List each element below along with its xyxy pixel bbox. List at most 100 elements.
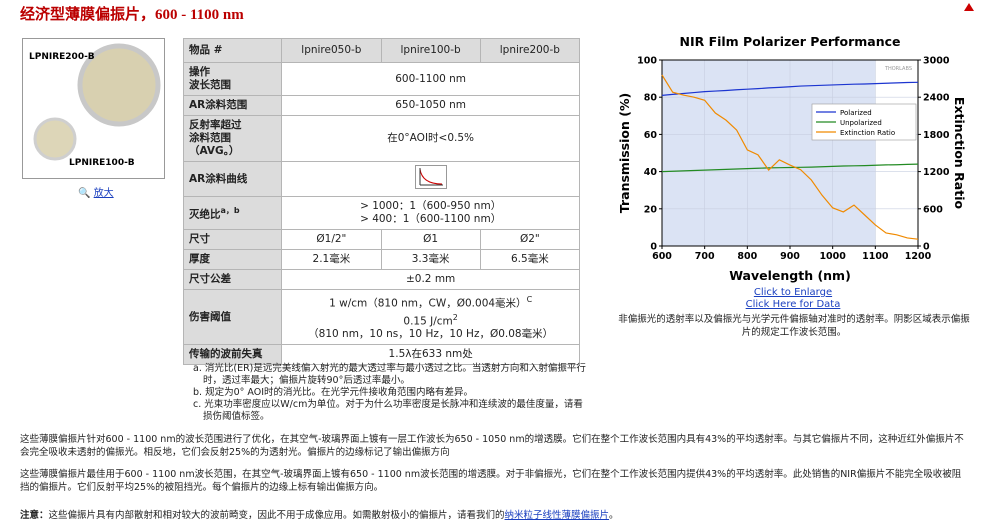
series-line <box>661 74 919 240</box>
cell-text: Ø1 <box>423 233 439 245</box>
table-cell: ±0.2 mm <box>281 269 580 290</box>
cell-text: > 1000：1（600-950 nm） <box>360 200 502 212</box>
y2-tick-label: 3000 <box>923 56 950 67</box>
plot-frame <box>661 59 919 247</box>
coating-curve-icon[interactable] <box>414 165 447 189</box>
paragraph: 这些薄膜偏振片针对600 - 1100 nm的波长范围进行了优化，在其空气-玻璃… <box>20 434 964 458</box>
cell-line: （810 nm，10 ns，10 Hz，10 Hz，Ø0.08毫米） <box>287 328 574 341</box>
image-label: LPNIRE200-B <box>29 52 95 62</box>
chart-caption: 非偏振光的透射率以及偏振光与光学元件偏振轴对准时的透射率。阴影区域表示偏振片的规… <box>618 314 970 338</box>
y-tick-label: 60 <box>644 130 658 141</box>
cell-line: 3.3毫米 <box>387 253 475 266</box>
y2-tick-label: 1200 <box>923 167 950 178</box>
zoom-text[interactable]: 放大 <box>93 188 114 199</box>
legend-label: Polarized <box>840 109 872 117</box>
row-label: 尺寸公差 <box>182 269 283 290</box>
cell-line: 6.5毫米 <box>486 253 574 266</box>
y-tick-label: 100 <box>637 56 657 67</box>
cell-line: 在0°AOI时<0.5% <box>287 132 574 145</box>
label-sup: a，b <box>220 206 240 216</box>
cell-line: 2.1毫米 <box>287 253 375 266</box>
label-line: （AVG。） <box>189 145 240 157</box>
table-cell: 2.1毫米 <box>281 249 382 270</box>
footnote: a. 消光比(ER)是远完美线偏入射光的最大透过率与最小透过之比。当透射方向和入… <box>193 363 586 386</box>
x-tick-label: 1200 <box>905 251 932 262</box>
label-line: 操作 <box>189 66 210 78</box>
cell-text: 6.5毫米 <box>511 253 549 265</box>
cell-line: ±0.2 mm <box>287 273 574 286</box>
chart-title: NIR Film Polarizer Performance <box>679 34 900 49</box>
row-label: 尺寸 <box>182 229 283 250</box>
note-link[interactable]: 纳米粒子线性薄膜偏振片 <box>504 510 610 521</box>
y2-tick-label: 1800 <box>923 130 950 141</box>
table-row: 灭绝比a，b > 1000：1（600-950 nm） > 400：1（600-11… <box>182 196 580 230</box>
cell-line: 1 w/cm（810 nm，CW，Ø0.004毫米）C <box>287 293 574 311</box>
column-header: lpnire200-b <box>479 38 581 63</box>
note-label: 注意： <box>20 510 49 521</box>
cell-line: Ø1 <box>387 233 475 246</box>
table-cell: 6.5毫米 <box>479 249 581 270</box>
table-header: 物品 # lpnire050-b lpnire100-b lpnire200-b <box>182 38 581 63</box>
column-header: lpnire050-b <box>281 38 382 63</box>
footnotes: a. 消光比(ER)是远完美线偏入射光的最大透过率与最小透过之比。当透射方向和入… <box>193 363 588 423</box>
cell-text: ±0.2 mm <box>405 273 456 285</box>
label-line: 灭绝比 <box>189 208 221 221</box>
label-line: 涂料范围 <box>189 132 231 144</box>
zoom-link[interactable]: 🔍 放大 <box>78 188 114 199</box>
enlarge-link[interactable]: Click to Enlarge <box>753 287 833 298</box>
product-image[interactable]: LPNIRE200-B LPNIRE100-B <box>22 38 165 179</box>
table-row: 传输的波前失真 1.5λ在633 nm处 <box>182 344 580 365</box>
y-tick-label: 40 <box>644 167 658 178</box>
x-axis-label: Wavelength (nm) <box>729 268 851 283</box>
x-tick-label: 1100 <box>862 251 889 262</box>
page-title: 经济型薄膜偏振片，600 - 1100 nm <box>20 7 244 23</box>
note-text: 这些偏振片具有内部散射和相对较大的波前畸变，因此不用于成像应用。如需散射极小的偏… <box>48 510 505 521</box>
legend-label: Unpolarized <box>840 119 882 127</box>
cell-text: 650-1050 nm <box>395 99 467 111</box>
x-tick-label: 800 <box>737 251 757 262</box>
row-label: AR涂料曲线 <box>182 161 283 197</box>
table-cell: 3.3毫米 <box>380 249 481 270</box>
cell-text: 1.5λ在633 nm处 <box>388 348 473 360</box>
row-label: 反射率超过 涂料范围 （AVG。） <box>182 115 283 162</box>
table-cell: 650-1050 nm <box>281 95 580 116</box>
image-label: LPNIRE100-B <box>69 158 135 168</box>
y2-tick-label: 2400 <box>923 93 950 104</box>
table-cell: 1.5λ在633 nm处 <box>281 344 580 365</box>
table-cell: 在0°AOI时<0.5% <box>281 115 580 162</box>
label-line: AR涂料范围 <box>189 99 248 111</box>
note-end: 。 <box>609 510 619 521</box>
table-row: AR涂料曲线 <box>182 161 580 197</box>
series-line <box>661 81 919 96</box>
spec-table: 物品 # lpnire050-b lpnire100-b lpnire200-b 操作… <box>182 38 581 365</box>
row-label: AR涂料范围 <box>182 95 283 116</box>
series-line <box>661 163 919 173</box>
table-cell <box>281 161 580 197</box>
row-label: 灭绝比a，b <box>182 196 283 230</box>
chart[interactable]: NIR Film Polarizer Performance THORLABS 60… <box>600 30 980 286</box>
cell-text: 0.15 J/cm <box>403 315 453 327</box>
watermark: THORLABS <box>884 66 912 72</box>
label-line: 传输的波前失真 <box>189 348 263 360</box>
x-tick-label: 900 <box>780 251 800 262</box>
data-link[interactable]: Click Here for Data <box>745 299 841 310</box>
cell-sup: 2 <box>452 312 458 322</box>
top-arrow[interactable] <box>963 2 975 12</box>
cell-line: 1.5λ在633 nm处 <box>287 348 574 361</box>
y2-axis-label: Extinction Ratio <box>952 97 967 210</box>
table-row: 厚度 2.1毫米 3.3毫米 6.5毫米 <box>182 249 581 270</box>
cell-text: Ø1/2" <box>316 233 347 245</box>
label-line: 反射率超过 <box>189 119 242 131</box>
table-row: 操作 波长范围 600-1100 nm <box>182 62 580 96</box>
label-line: 尺寸公差 <box>189 273 231 285</box>
table-row: 反射率超过 涂料范围 （AVG。） 在0°AOI时<0.5% <box>182 115 580 162</box>
x-tick-label: 700 <box>695 251 715 262</box>
table-body: 操作 波长范围 600-1100 nm AR涂料范围 650-1050 nm 反射率超过涂… <box>182 62 581 365</box>
cell-line: 0.15 J/cm2 <box>287 311 574 329</box>
paragraph: 这些薄膜偏振片最佳用于600 - 1100 nm波长范围，在其空气-玻璃界面上镀… <box>20 469 962 493</box>
cell-text: 3.3毫米 <box>411 253 450 265</box>
row-label: 传输的波前失真 <box>182 344 283 365</box>
footnote: b. 规定为0° AOI时的消光比。在光学元件接收角范围内略有差异。 <box>193 387 473 398</box>
chart-links: Click to Enlarge Click Here for Data <box>612 287 974 311</box>
table-cell: Ø2" <box>479 229 581 250</box>
